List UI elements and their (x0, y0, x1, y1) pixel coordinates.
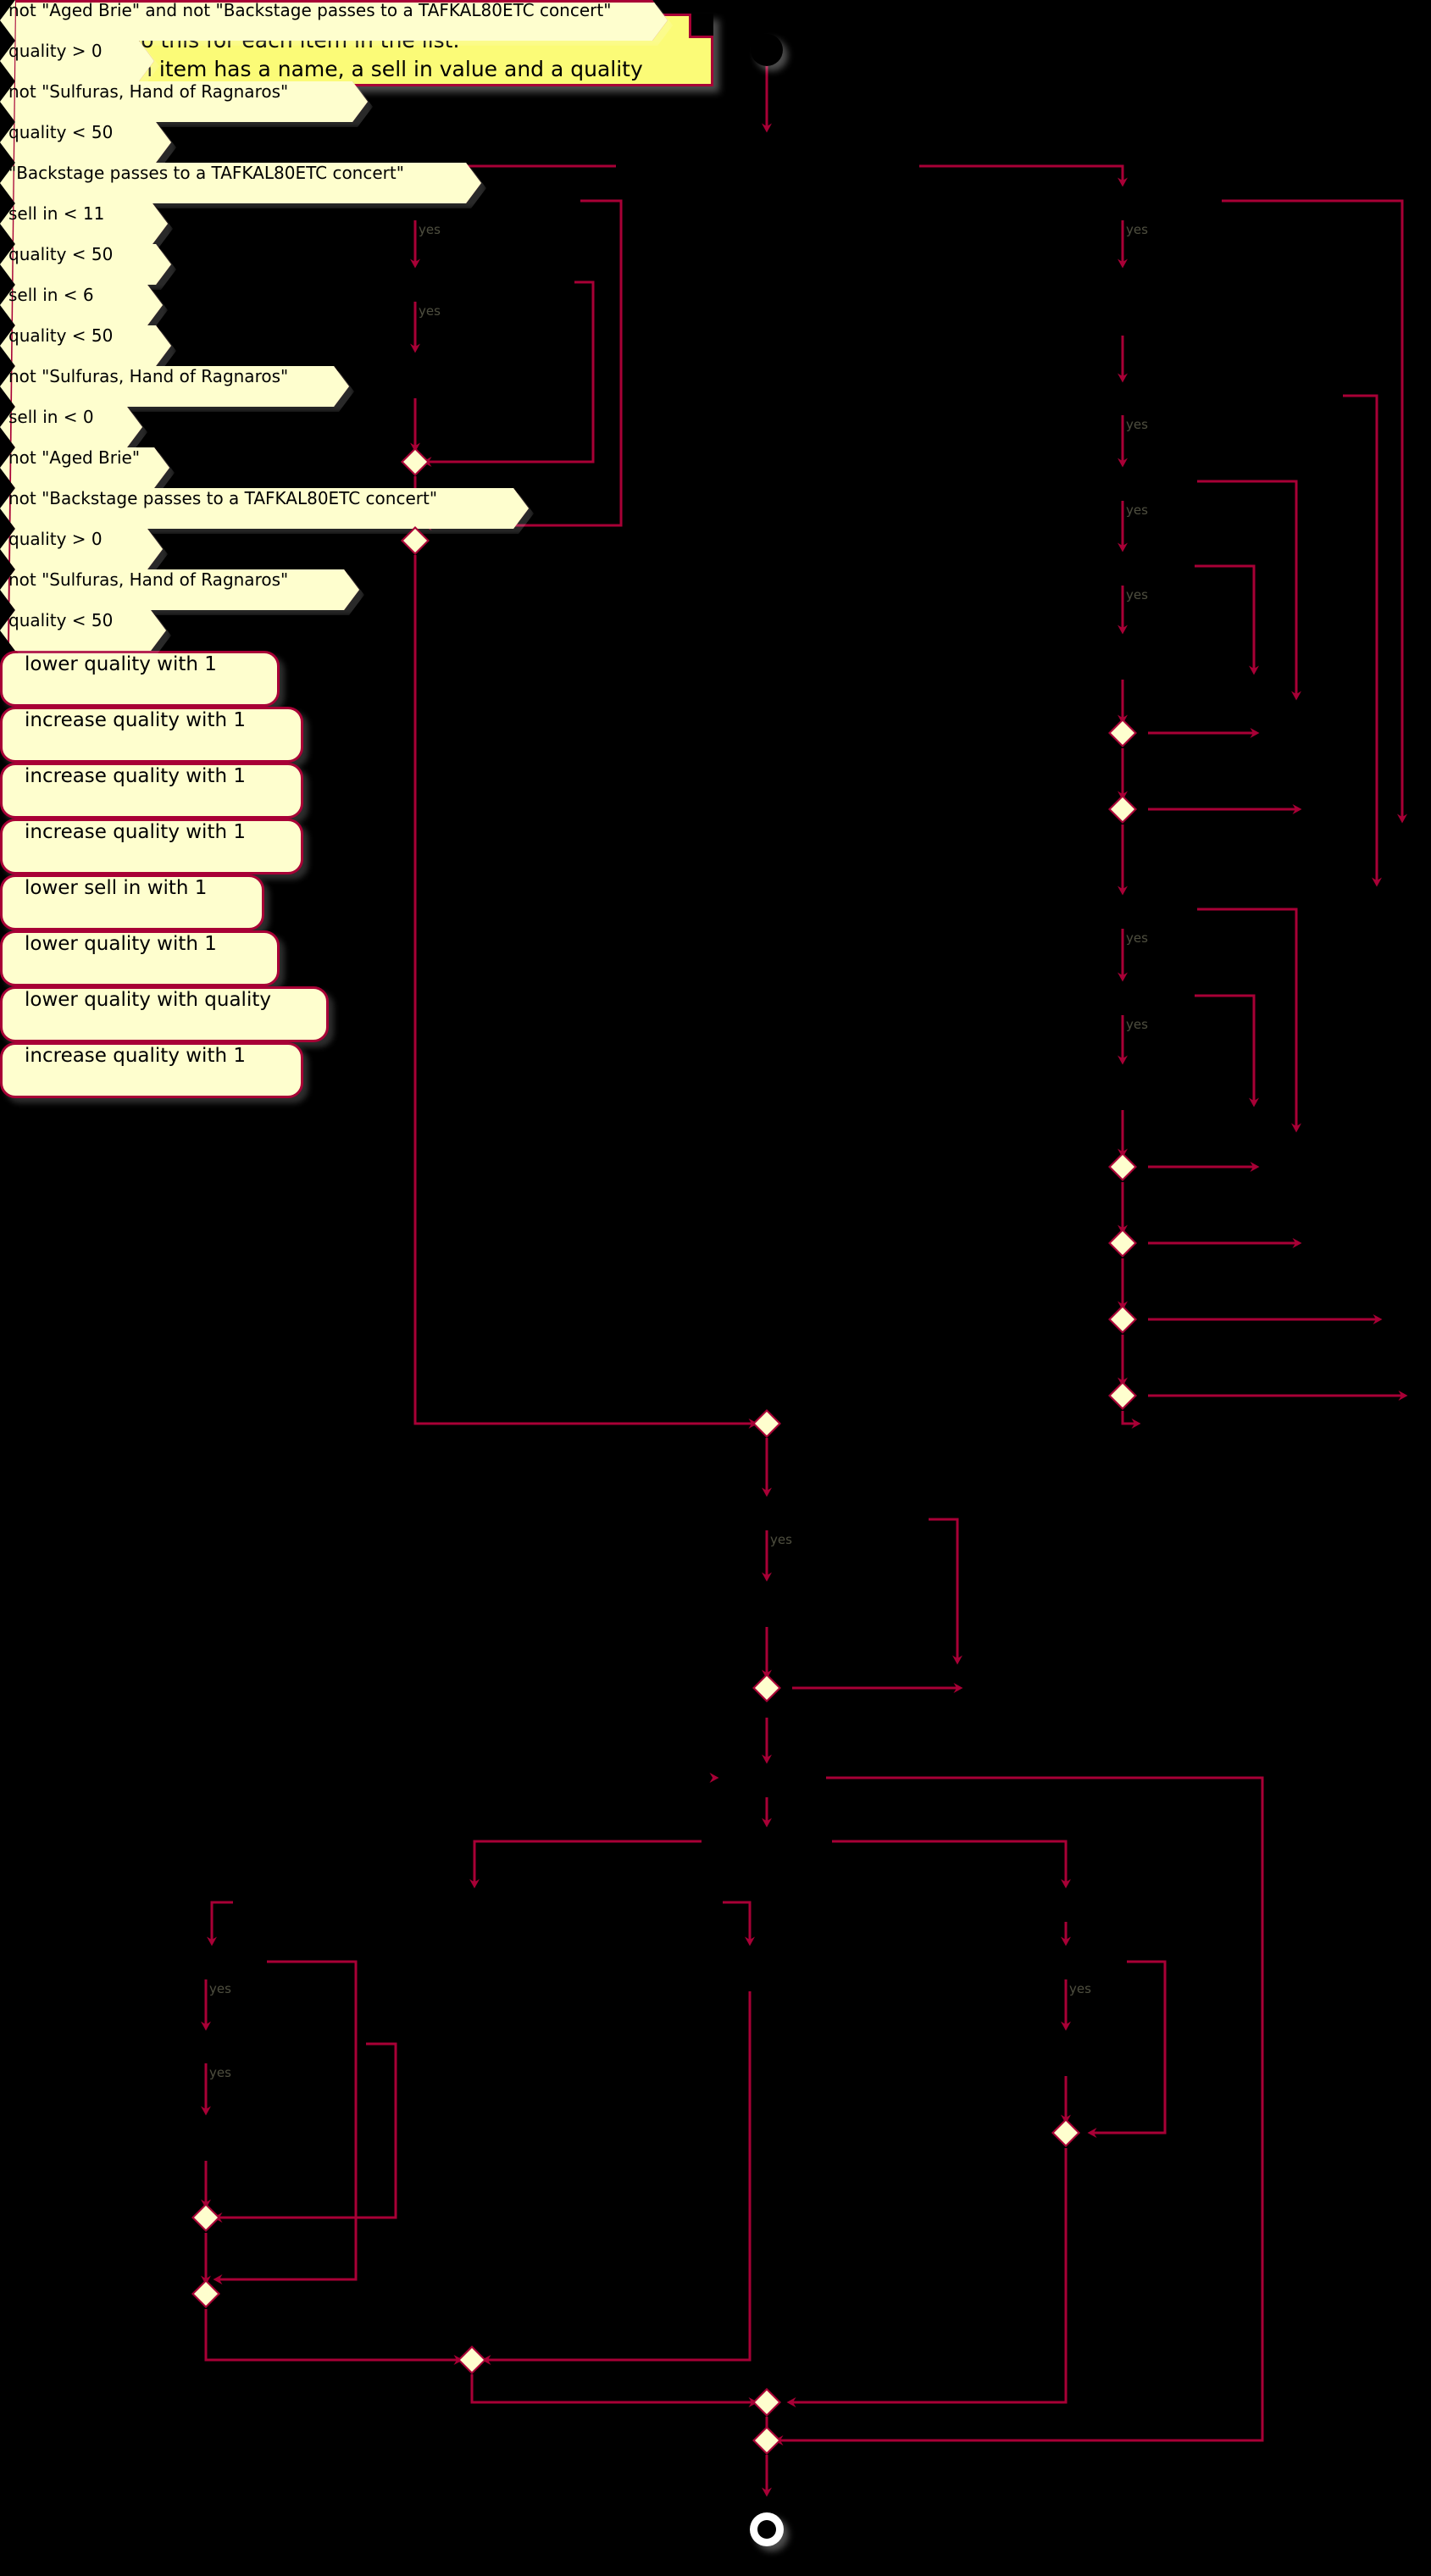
condition-not-sulfuras-mid[interactable]: not "Sulfuras, Hand of Ragnaros" (0, 366, 349, 407)
condition-quality-lt-50-top[interactable]: quality < 50 (0, 122, 171, 163)
condition-not-sulfuras-top[interactable]: not "Sulfuras, Hand of Ragnaros" (0, 81, 368, 122)
action-increase-quality-with-1-sellin11[interactable]: increase quality with 1 (0, 763, 303, 819)
merge-node (752, 2388, 785, 2421)
action-label: increase quality with 1 (25, 765, 246, 787)
action-label: lower quality with 1 (25, 653, 217, 675)
condition-backstage-passes[interactable]: "Backstage passes to a TAFKAL80ETC conce… (0, 163, 481, 203)
branch-label-yes: yes (1126, 1017, 1148, 1032)
merge-node (752, 1674, 785, 1707)
merge-node (1051, 2118, 1084, 2151)
merge-node (1108, 1152, 1141, 1185)
branch-label-yes: yes (1126, 417, 1148, 432)
branch-label-yes: yes (1126, 502, 1148, 518)
branch-label-yes: yes (1126, 930, 1148, 946)
condition-label: quality < 50 (8, 610, 114, 630)
condition-not-brie-not-backstage[interactable]: not "Aged Brie" and not "Backstage passe… (0, 0, 668, 41)
condition-not-sulfuras-bottom[interactable]: not "Sulfuras, Hand of Ragnaros" (0, 569, 359, 610)
merge-node (1108, 1305, 1141, 1338)
branch-label-yes: yes (1126, 222, 1148, 237)
action-label: lower quality with 1 (25, 933, 217, 955)
merge-node (1108, 1229, 1141, 1262)
merge-node (458, 2346, 491, 2379)
condition-label: sell in < 0 (8, 407, 94, 427)
end-node (750, 2512, 784, 2546)
branch-label-yes: yes (209, 1981, 231, 1996)
action-lower-quality-with-quality[interactable]: lower quality with quality (0, 986, 329, 1042)
merge-node (752, 2426, 785, 2459)
condition-quality-gt-0-bottom[interactable]: quality > 0 (0, 529, 163, 569)
action-label: increase quality with 1 (25, 709, 246, 731)
condition-label: not "Aged Brie" (8, 447, 141, 468)
condition-quality-gt-0-top[interactable]: quality > 0 (0, 41, 154, 81)
condition-label: quality > 0 (8, 529, 103, 549)
branch-label-yes: yes (770, 1532, 792, 1547)
action-lower-quality-with-1-bottom[interactable]: lower quality with 1 (0, 930, 280, 986)
condition-label: sell in < 11 (8, 203, 105, 224)
condition-label: quality < 50 (8, 244, 114, 264)
condition-label: not "Sulfuras, Hand of Ragnaros" (8, 569, 289, 590)
action-lower-sell-in-with-1[interactable]: lower sell in with 1 (0, 874, 264, 930)
merge-node (401, 526, 434, 559)
branch-label-yes: yes (209, 2065, 231, 2080)
action-increase-quality-with-1-bottom[interactable]: increase quality with 1 (0, 1042, 303, 1098)
merge-node (401, 447, 434, 480)
action-label: lower quality with quality (25, 989, 271, 1011)
merge-node (191, 2203, 225, 2236)
condition-label: not "Aged Brie" and not "Backstage passe… (8, 0, 612, 20)
start-node (751, 34, 783, 66)
condition-not-backstage-bottom[interactable]: not "Backstage passes to a TAFKAL80ETC c… (0, 488, 529, 529)
condition-not-aged-brie[interactable]: not "Aged Brie" (0, 447, 169, 488)
branch-label-yes: yes (1069, 1981, 1091, 1996)
condition-label: quality < 50 (8, 122, 114, 142)
condition-label: not "Backstage passes to a TAFKAL80ETC c… (8, 488, 438, 508)
branch-label-yes: yes (419, 222, 441, 237)
action-label: increase quality with 1 (25, 821, 246, 843)
condition-label: quality < 50 (8, 325, 114, 346)
end-node-center (757, 2520, 776, 2539)
condition-label: "Backstage passes to a TAFKAL80ETC conce… (8, 163, 404, 183)
condition-sell-in-lt-11[interactable]: sell in < 11 (0, 203, 168, 244)
action-label: lower sell in with 1 (25, 877, 208, 899)
condition-quality-lt-50-sellin11[interactable]: quality < 50 (0, 244, 171, 285)
condition-label: not "Sulfuras, Hand of Ragnaros" (8, 81, 289, 102)
merge-node (1108, 795, 1141, 828)
merge-node (191, 2279, 225, 2312)
action-lower-quality-with-1-top[interactable]: lower quality with 1 (0, 651, 280, 707)
condition-label: sell in < 6 (8, 285, 94, 305)
note-line-2: An item has a name, a sell in value and … (125, 57, 643, 110)
condition-label: not "Sulfuras, Hand of Ragnaros" (8, 366, 289, 386)
branch-label-yes: yes (1126, 587, 1148, 602)
condition-quality-lt-50-bottom[interactable]: quality < 50 (0, 610, 166, 651)
action-increase-quality-with-1-sellin6[interactable]: increase quality with 1 (0, 819, 303, 874)
condition-sell-in-lt-6[interactable]: sell in < 6 (0, 285, 163, 325)
action-label: increase quality with 1 (25, 1045, 246, 1067)
merge-node-main (752, 1409, 785, 1442)
note-fold-corner (689, 14, 713, 38)
condition-sell-in-lt-0[interactable]: sell in < 0 (0, 407, 142, 447)
branch-label-yes: yes (419, 303, 441, 319)
condition-label: quality > 0 (8, 41, 103, 61)
merge-node (1108, 719, 1141, 752)
condition-quality-lt-50-sellin6[interactable]: quality < 50 (0, 325, 171, 366)
merge-node (1108, 1381, 1141, 1414)
action-increase-quality-with-1-top[interactable]: increase quality with 1 (0, 707, 303, 763)
